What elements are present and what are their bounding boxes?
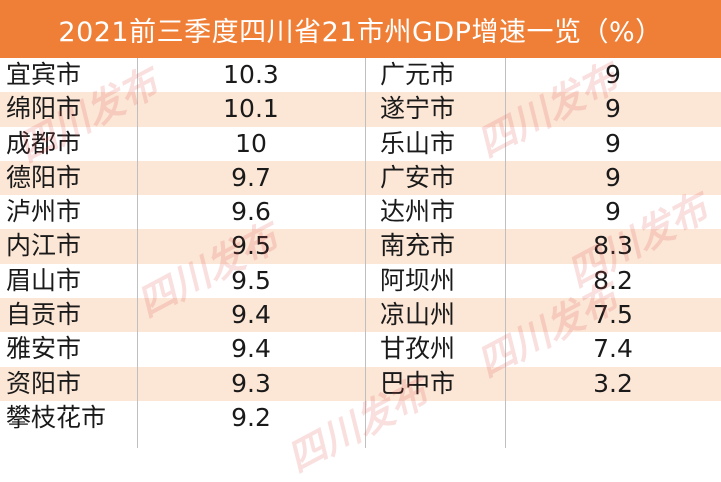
growth-value: 10 [235, 128, 267, 158]
city-name: 宜宾市 [6, 60, 82, 89]
city-name: 绵阳市 [6, 94, 82, 124]
growth-value: 10.3 [223, 60, 279, 89]
growth-value: 9.3 [231, 368, 271, 398]
growth-value: 8.2 [593, 265, 633, 295]
city-name: 泸州市 [6, 197, 82, 227]
city-name: 攀枝花市 [6, 402, 107, 432]
growth-value: 9.5 [231, 265, 271, 295]
table-row: 成都市 10 乐山市 9 [0, 126, 721, 161]
city-name: 达州市 [380, 197, 456, 227]
city-name: 资阳市 [6, 368, 82, 398]
city-name: 甘孜州 [380, 334, 456, 364]
table-row: 德阳市 9.7 广安市 9 [0, 160, 721, 196]
table-title: 2021前三季度四川省21市州GDP增速一览（%） [58, 16, 663, 48]
growth-value: 10.1 [223, 94, 279, 124]
growth-value: 9 [605, 162, 621, 192]
gdp-growth-table: 宜宾市 10.3 广元市 9 绵阳市 10.1 遂宁市 9 成都市 10 乐山市… [0, 58, 721, 448]
growth-value: 8.3 [593, 231, 633, 261]
column-divider [137, 58, 138, 448]
city-name: 眉山市 [6, 265, 82, 295]
column-divider [505, 58, 506, 448]
city-name: 德阳市 [6, 162, 82, 192]
city-name: 乐山市 [380, 128, 456, 158]
table-row: 绵阳市 10.1 遂宁市 9 [0, 92, 721, 127]
table-row: 眉山市 9.5 阿坝州 8.2 [0, 263, 721, 299]
city-name: 阿坝州 [380, 265, 456, 295]
growth-value: 9.4 [231, 334, 271, 364]
growth-value: 3.2 [593, 368, 633, 398]
growth-value: 9.2 [231, 402, 271, 432]
growth-value: 9 [605, 94, 621, 124]
city-name: 广安市 [380, 162, 456, 192]
city-name: 广元市 [380, 60, 456, 89]
growth-value: 7.5 [593, 300, 633, 330]
growth-value: 9.4 [231, 300, 271, 330]
growth-value: 7.4 [593, 334, 633, 364]
growth-value: 9 [605, 128, 621, 158]
table-row: 宜宾市 10.3 广元市 9 [0, 58, 721, 93]
growth-value: 9.6 [231, 197, 271, 227]
table-row: 泸州市 9.6 达州市 9 [0, 195, 721, 230]
table-row: 资阳市 9.3 巴中市 3.2 [0, 366, 721, 401]
city-name: 自贡市 [6, 300, 82, 330]
column-divider [365, 58, 366, 448]
table-row: 攀枝花市 9.2 [0, 400, 721, 436]
city-name: 雅安市 [6, 334, 82, 364]
growth-value: 9 [605, 60, 621, 89]
city-name: 巴中市 [380, 368, 456, 398]
table-row: 内江市 9.5 南充市 8.3 [0, 229, 721, 264]
city-name: 凉山州 [380, 300, 456, 330]
table-row: 雅安市 9.4 甘孜州 7.4 [0, 332, 721, 367]
table-row: 自贡市 9.4 凉山州 7.5 [0, 298, 721, 333]
growth-value: 9.5 [231, 231, 271, 261]
city-name: 成都市 [6, 128, 82, 158]
city-name: 南充市 [380, 231, 456, 261]
city-name [365, 401, 505, 435]
table-title-bar: 2021前三季度四川省21市州GDP增速一览（%） [0, 0, 721, 58]
growth-value: 9.7 [231, 162, 271, 192]
growth-value [505, 401, 721, 435]
growth-value: 9 [605, 197, 621, 227]
city-name: 遂宁市 [380, 94, 456, 124]
city-name: 内江市 [6, 231, 82, 261]
